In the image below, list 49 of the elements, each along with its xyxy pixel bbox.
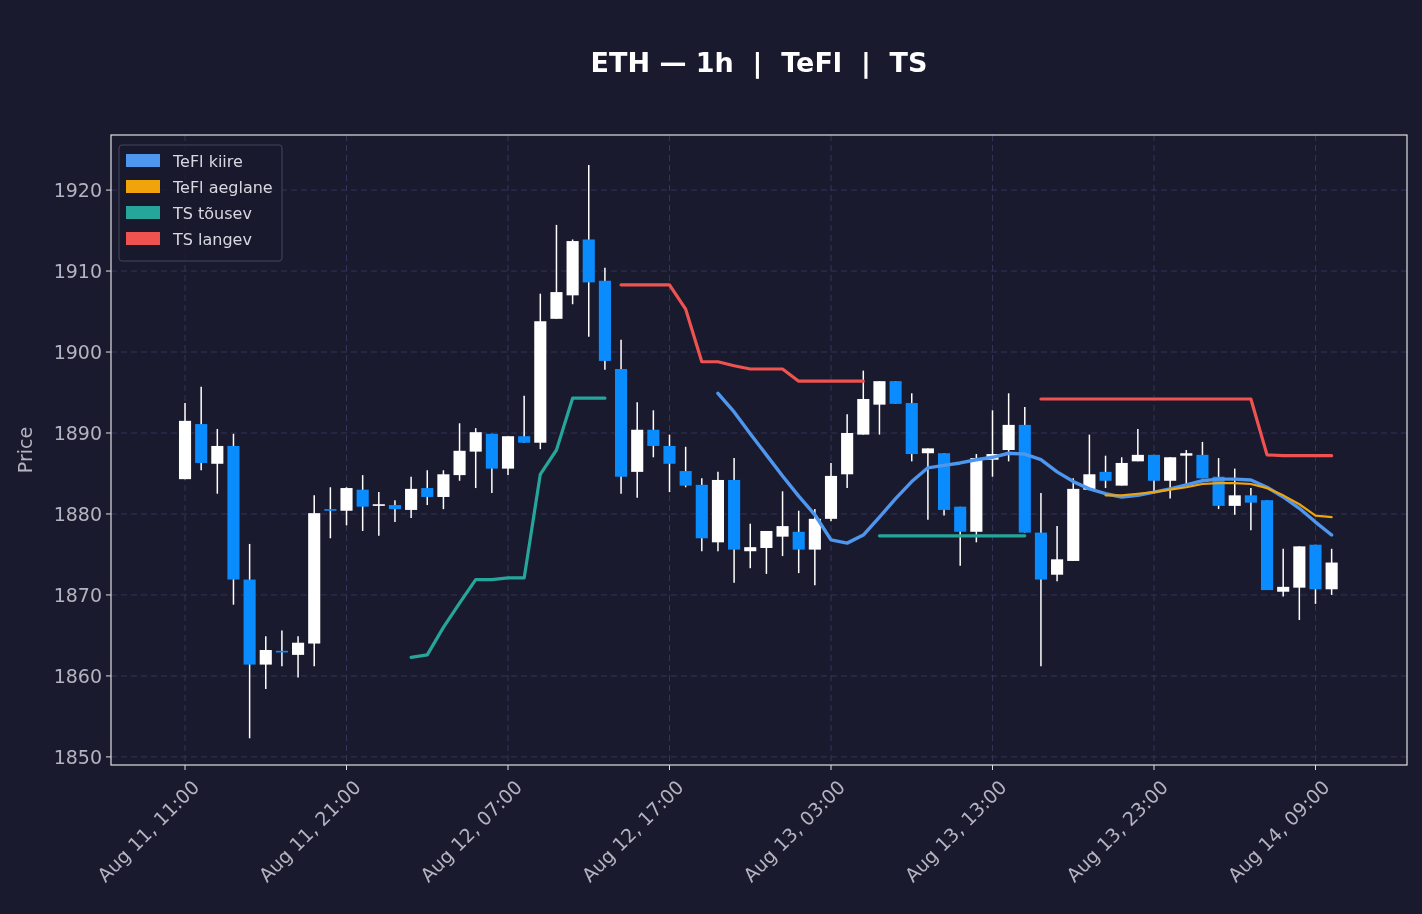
candlestick xyxy=(211,428,224,495)
candlestick xyxy=(921,447,934,521)
line-series xyxy=(1104,482,1333,519)
y-tick-label: 1890 xyxy=(53,421,102,444)
candlestick xyxy=(776,490,789,557)
y-tick-label: 1860 xyxy=(53,664,102,687)
candlestick xyxy=(647,409,660,459)
y-tick-label: 1870 xyxy=(53,583,102,606)
legend-label: TeFl aeglane xyxy=(172,177,273,197)
candlestick xyxy=(1099,454,1112,489)
line-series xyxy=(716,391,1334,545)
candlestick xyxy=(1131,428,1144,463)
candlestick xyxy=(1228,467,1241,516)
candlestick xyxy=(388,499,402,523)
legend-label: TeFl kiire xyxy=(172,151,243,171)
candlestick xyxy=(744,522,757,569)
candlestick xyxy=(372,491,385,537)
candlestick xyxy=(437,469,450,510)
candlestick xyxy=(421,469,434,506)
y-tick-label: 1900 xyxy=(53,340,102,363)
candlestick xyxy=(873,380,886,436)
legend-label: TS tõusev xyxy=(172,203,252,223)
candlestick xyxy=(1051,525,1064,582)
candlestick xyxy=(340,486,353,527)
candlestick xyxy=(292,635,305,679)
candlestick xyxy=(663,433,676,493)
candlestick xyxy=(356,474,369,532)
candlestick xyxy=(1180,449,1193,486)
y-tick-label: 1920 xyxy=(53,178,102,201)
y-axis-title: Price xyxy=(14,426,36,474)
candlestick xyxy=(1196,441,1209,480)
candlestick xyxy=(1277,548,1290,598)
candlestick xyxy=(324,486,337,540)
y-tick-label: 1910 xyxy=(53,259,102,282)
candlestick xyxy=(1244,487,1257,531)
candlestick xyxy=(405,475,418,519)
candlestick xyxy=(792,509,805,574)
legend-label: TS langev xyxy=(172,229,252,249)
chart-title: ETH — 1h | TeFl | TS xyxy=(590,47,928,79)
candlestick xyxy=(679,446,692,488)
y-tick-label: 1880 xyxy=(53,502,102,525)
y-tick-label: 1850 xyxy=(53,745,102,768)
candlestick xyxy=(1115,456,1128,487)
candlestick xyxy=(259,635,272,690)
candlestick xyxy=(889,380,902,405)
candlestick xyxy=(469,427,482,489)
candlestick xyxy=(1164,456,1177,500)
candlestick xyxy=(760,530,773,575)
candlestick xyxy=(518,395,531,444)
